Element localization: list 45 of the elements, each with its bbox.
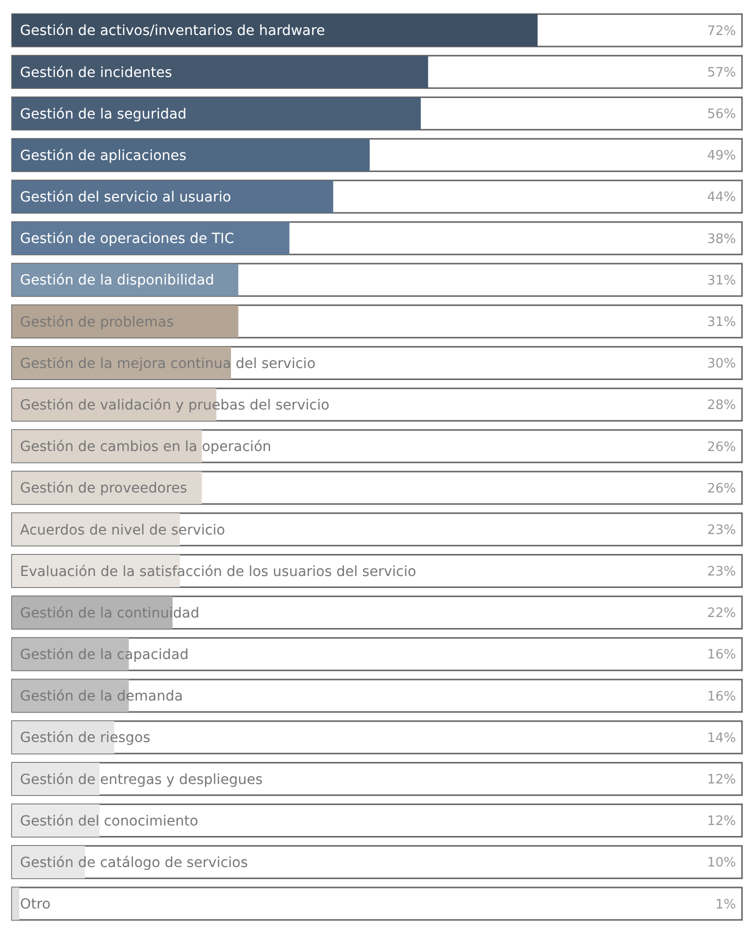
data-label: 16% <box>707 689 736 704</box>
bar <box>12 305 238 338</box>
y-tick-label: Gestión de entregas y despliegues <box>20 772 263 788</box>
y-tick-label: Gestión de activos/inventarios de hardware <box>20 23 325 40</box>
data-label: 31% <box>707 273 736 288</box>
y-tick-label: Gestión de validación y pruebas del servicio <box>20 398 330 414</box>
y-tick-label: Gestión de riesgos <box>20 730 150 746</box>
data-label: 14% <box>707 730 736 746</box>
data-label: 56% <box>707 107 736 122</box>
data-label: 22% <box>707 606 736 622</box>
data-label: 16% <box>707 648 736 663</box>
y-tick-label: Gestión de problemas <box>20 314 174 330</box>
data-label: 31% <box>707 314 736 330</box>
bar <box>12 887 20 920</box>
data-label: 23% <box>707 522 736 538</box>
data-label: 72% <box>707 24 736 39</box>
y-tick-label: Gestión de catálogo de servicios <box>20 855 248 872</box>
y-tick-label: Gestión de la disponibilidad <box>20 272 214 289</box>
data-label: 12% <box>707 772 736 788</box>
y-tick-label: Gestión de incidentes <box>20 64 172 81</box>
y-tick-label: Gestión de la capacidad <box>20 647 189 664</box>
data-label: 10% <box>707 856 736 871</box>
y-tick-label: Gestión de proveedores <box>20 480 188 497</box>
y-tick-label: Acuerdos de nivel de servicio <box>20 522 226 538</box>
y-tick-label: Gestión de la demanda <box>20 688 183 705</box>
y-tick-label: Gestión de cambios en la operación <box>20 439 272 456</box>
data-label: 23% <box>707 564 736 580</box>
data-label: 26% <box>707 481 736 496</box>
y-tick-label: Otro <box>20 896 51 913</box>
data-label: 28% <box>707 398 736 414</box>
y-tick-label: Evaluación de la satisfacción de los usuarios del servicio <box>20 564 416 580</box>
y-tick-label: Gestión de operaciones de TIC <box>20 231 234 248</box>
y-tick-label: Gestión de aplicaciones <box>20 148 186 164</box>
y-tick-label: Gestión del servicio al usuario <box>20 190 232 206</box>
data-label: 30% <box>707 356 736 372</box>
data-label: 1% <box>715 897 736 912</box>
y-tick-label: Gestión de la mejora continua del servicio <box>20 356 316 372</box>
data-label: 57% <box>707 65 736 80</box>
data-label: 38% <box>707 232 736 247</box>
data-label: 44% <box>707 190 736 206</box>
data-label: 12% <box>707 814 736 830</box>
y-tick-label: Gestión de la seguridad <box>20 106 187 122</box>
y-tick-label: Gestión del conocimiento <box>20 813 198 830</box>
data-label: 26% <box>707 440 736 455</box>
data-label: 49% <box>707 148 736 164</box>
